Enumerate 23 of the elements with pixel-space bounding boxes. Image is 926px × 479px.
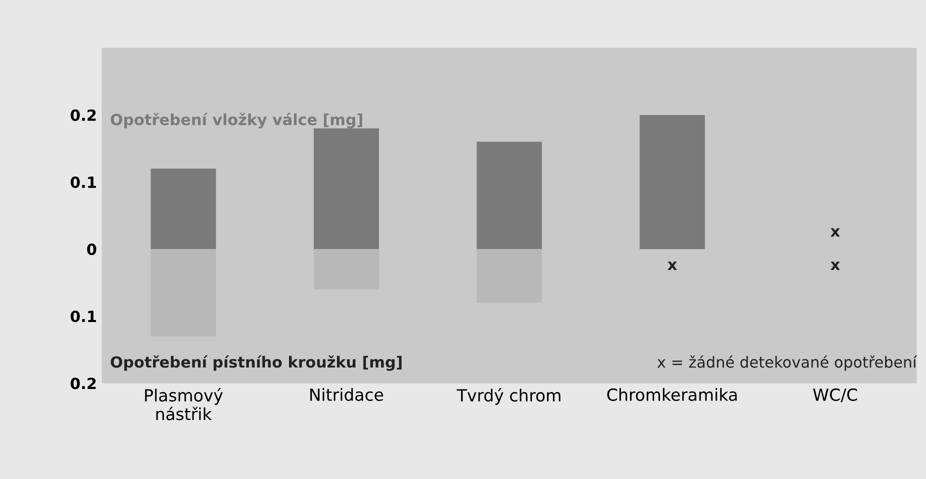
bar — [476, 249, 542, 303]
x-tick-label: Chromkeramika — [607, 388, 737, 401]
bar — [476, 142, 542, 250]
x-tick-label: WC/C — [813, 388, 858, 402]
bar — [314, 249, 379, 290]
bar — [150, 168, 216, 250]
annotation: x — [668, 262, 677, 270]
bar — [640, 114, 705, 250]
x-tick-label: Plasmový nástřik — [145, 388, 223, 420]
annotation: x = žádné detekované opotřebení — [657, 355, 918, 371]
y-tick-label: 0.2 — [70, 109, 96, 121]
y-tick-label: 0.1 — [70, 310, 96, 322]
bar — [314, 128, 379, 250]
bar — [150, 249, 216, 336]
x-tick-label: Nitridace — [310, 388, 384, 401]
y-tick-label: 0 — [87, 244, 96, 256]
annotation: x — [830, 262, 840, 270]
y-tick-label: 0.2 — [70, 378, 96, 390]
x-tick-label: Tvrdý chrom — [456, 388, 560, 405]
series-label: Opotřebení vložky válce [mg] — [110, 112, 362, 128]
y-tick-label: 0.1 — [70, 176, 96, 188]
annotation: x — [830, 228, 840, 237]
text: Opotřebení pístního kroužku [mg] — [110, 355, 402, 371]
